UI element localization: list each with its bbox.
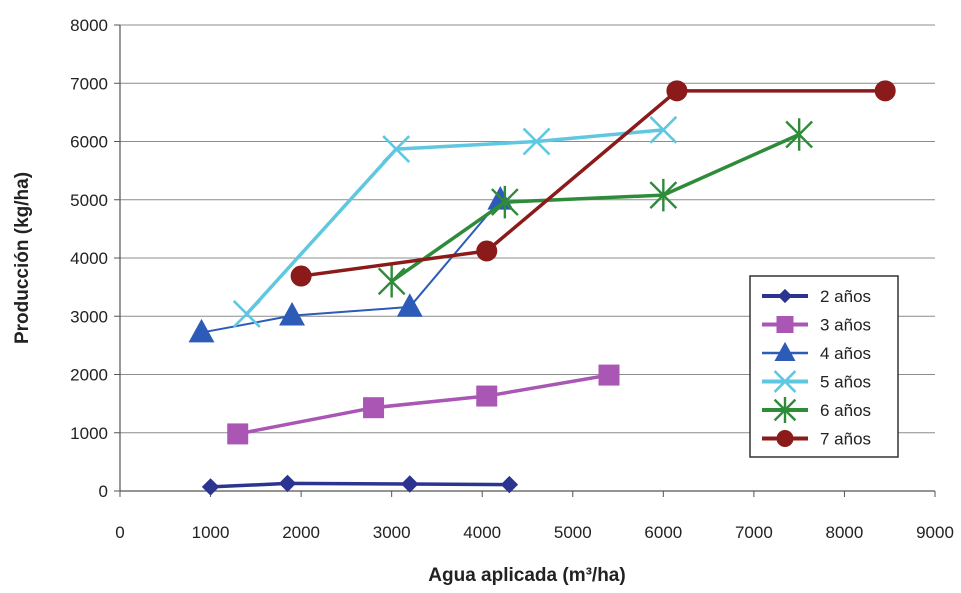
legend-item: 7 años (762, 430, 871, 449)
series-line (237, 373, 610, 436)
y-tick-label: 6000 (70, 133, 108, 152)
legend-marker (777, 288, 793, 304)
axes (114, 24, 936, 497)
legend-marker (776, 430, 794, 447)
data-point (666, 80, 688, 102)
series-4 (232, 115, 678, 328)
x-tick-label: 8000 (826, 523, 864, 542)
data-point (649, 178, 678, 212)
data-point (279, 301, 306, 326)
legend-label: 4 años (820, 344, 871, 363)
x-tick-label: 3000 (373, 523, 411, 542)
data-point (290, 265, 312, 287)
series-line (210, 481, 510, 489)
legend-marker (773, 370, 797, 393)
y-tick-label: 1000 (70, 424, 108, 443)
legend-item: 3 años (762, 316, 871, 335)
legend-box (749, 275, 899, 458)
data-point (476, 385, 498, 407)
x-tick-label: 7000 (735, 523, 773, 542)
data-point (278, 474, 297, 493)
data-point (201, 478, 220, 496)
series-3 (188, 186, 514, 343)
series-2 (227, 364, 620, 445)
data-point (785, 118, 814, 151)
x-tick-label: 6000 (644, 523, 682, 542)
x-tick-label: 1000 (192, 523, 230, 542)
legend-label: 2 años (820, 287, 871, 306)
y-tick-label: 8000 (70, 16, 108, 35)
series-line (390, 132, 800, 283)
data-point (598, 364, 620, 386)
data-point (363, 397, 385, 419)
series-line (300, 89, 886, 278)
series-5 (377, 118, 814, 298)
legend-item: 2 años (762, 287, 871, 306)
data-point (377, 265, 406, 298)
legend-marker (773, 397, 797, 423)
legend-item: 4 años (762, 341, 871, 363)
y-tick-label: 0 (99, 482, 108, 501)
legend-label: 7 años (820, 430, 871, 449)
legend-item: 6 años (762, 397, 871, 423)
x-tick-label: 4000 (463, 523, 501, 542)
x-tick-label: 5000 (554, 523, 592, 542)
legend-marker (774, 341, 796, 361)
x-tick-label: 0 (115, 523, 124, 542)
data-point (476, 240, 498, 262)
data-point (188, 318, 215, 343)
series-line (245, 128, 664, 316)
data-point (500, 475, 519, 494)
series-group (188, 80, 896, 496)
data-point (232, 300, 261, 328)
x-tick-label: 2000 (282, 523, 320, 542)
series-1 (201, 474, 519, 496)
y-tick-label: 3000 (70, 307, 108, 326)
y-tick-labels: 0 1000 2000 3000 4000 5000 6000 7000 8000 (70, 16, 108, 501)
y-tick-label: 4000 (70, 249, 108, 268)
data-point (491, 185, 519, 219)
y-tick-label: 5000 (70, 191, 108, 210)
x-tick-labels: 0 1000 2000 3000 4000 5000 6000 7000 8000 9000 (115, 523, 954, 542)
data-point (396, 293, 423, 317)
data-point (382, 135, 411, 163)
legend: 2 años 3 años 4 años 5 años 6 años 7 años (749, 275, 899, 458)
series-6 (290, 80, 896, 287)
data-point (401, 475, 419, 493)
x-tick-label: 9000 (916, 523, 954, 542)
series-line (201, 199, 502, 334)
legend-marker (776, 316, 794, 333)
legend-label: 5 años (820, 373, 871, 392)
y-axis-title: Producción (kg/ha) (12, 172, 33, 344)
data-point (227, 423, 249, 445)
data-point (874, 80, 896, 102)
legend-label: 6 años (820, 401, 871, 420)
y-tick-label: 2000 (70, 366, 108, 385)
legend-label: 3 años (820, 316, 871, 335)
y-tick-label: 7000 (70, 74, 108, 93)
legend-item: 5 años (762, 370, 871, 393)
data-point (649, 115, 678, 144)
x-axis-title: Agua aplicada (m³/ha) (428, 565, 625, 586)
data-point (522, 127, 551, 156)
